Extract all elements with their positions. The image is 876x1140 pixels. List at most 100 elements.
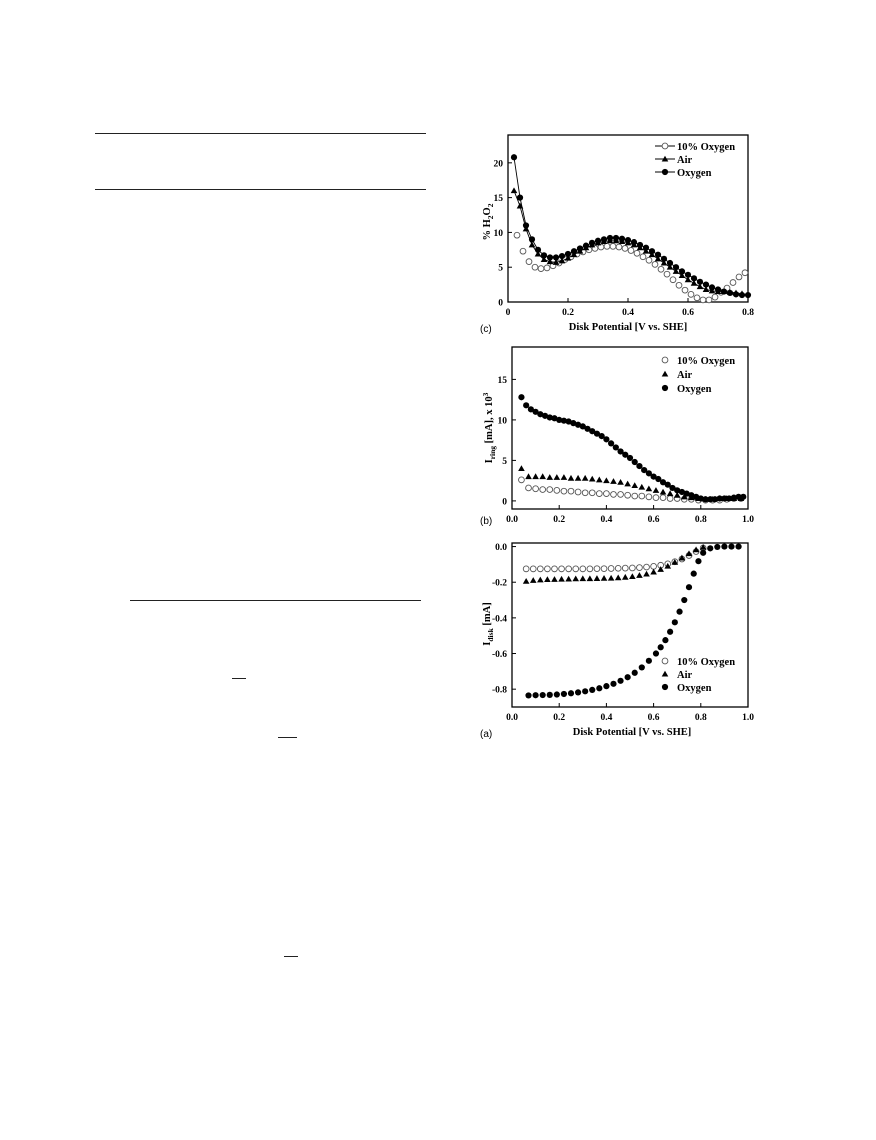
oxygen-point	[610, 680, 617, 687]
oxygen-point	[735, 543, 742, 550]
x-tick-label: 0.6	[648, 713, 660, 723]
oxygen-point	[622, 451, 629, 458]
x-tick-label: 0.2	[553, 515, 565, 525]
10-oxygen-point	[565, 565, 572, 573]
air-point	[684, 276, 692, 283]
10-oxygen-point	[525, 258, 533, 265]
oxygen-point	[582, 242, 590, 249]
air-point	[607, 574, 615, 581]
oxygen-point	[626, 454, 634, 462]
oxygen-point	[652, 650, 660, 657]
oxygen-point	[579, 423, 586, 430]
oxygen-point	[688, 492, 695, 499]
oxygen-point	[707, 545, 714, 552]
10-oxygen-point	[645, 493, 653, 501]
10-oxygen-point	[551, 565, 558, 573]
panel-label: (c)	[480, 324, 492, 335]
10-oxygen-point	[537, 265, 545, 272]
legend-oxygen-label: Oxygen	[677, 384, 712, 395]
oxygen-point	[714, 286, 722, 293]
series-layer	[510, 154, 752, 304]
y-tick-label: 15	[494, 194, 504, 204]
oxygen-point	[534, 246, 542, 253]
oxygen-point	[645, 470, 652, 477]
oxygen-point	[678, 488, 686, 496]
air-point	[537, 576, 544, 583]
oxygen-point	[576, 245, 584, 252]
10-oxygen-point	[621, 564, 629, 572]
legend-oxygen-marker	[661, 384, 669, 392]
oxygen-point	[589, 686, 596, 693]
series-layer	[518, 394, 747, 504]
oxygen-point	[685, 584, 693, 591]
oxygen-point	[618, 235, 626, 242]
oxygen-point	[518, 394, 525, 401]
10-oxygen-point	[693, 294, 701, 302]
oxygen-point	[636, 241, 644, 249]
oxygen-point	[552, 254, 560, 261]
10-oxygen-point	[636, 564, 643, 571]
y-axis-ticks: 0 5 10 15	[498, 376, 516, 507]
air-point	[525, 473, 532, 480]
air-point	[645, 485, 653, 492]
10-oxygen-point	[572, 565, 580, 573]
oxygen-point	[676, 608, 683, 615]
10-oxygen-point	[519, 247, 527, 255]
oxygen-point	[606, 234, 614, 242]
air-point	[660, 259, 668, 266]
legend-air-label: Air	[677, 670, 693, 681]
plot-frame	[507, 134, 749, 303]
air-point	[544, 576, 551, 583]
oxygen-point	[695, 558, 702, 565]
10-oxygen-point	[651, 261, 659, 268]
y-tick-label: -0.2	[492, 579, 507, 589]
10-oxygen-point	[633, 249, 641, 257]
legend-air-marker	[661, 670, 669, 677]
oxygen-point	[532, 408, 539, 415]
oxygen-point	[711, 496, 719, 503]
air-point	[579, 575, 587, 582]
oxygen-point	[516, 194, 524, 201]
air-point	[532, 473, 539, 480]
oxygen-point	[603, 683, 610, 690]
10-oxygen-point	[624, 491, 631, 499]
10-oxygen-point	[652, 494, 660, 502]
air-point	[552, 259, 560, 265]
oxygen-point	[603, 436, 610, 443]
oxygen-point	[541, 412, 549, 419]
oxygen-point	[546, 691, 553, 698]
oxygen-point	[678, 268, 686, 275]
legend-air-label: Air	[677, 155, 693, 166]
10-oxygen-point	[546, 486, 554, 493]
10-oxygen-point	[574, 488, 582, 496]
10-oxygen-point	[593, 565, 601, 573]
oxygen-point	[674, 487, 681, 494]
10-oxygen-point	[639, 253, 647, 261]
table-top-rule	[95, 133, 426, 134]
y-tick-label: -0.6	[492, 650, 507, 660]
oxygen-point	[537, 411, 544, 418]
10-oxygen-point	[609, 242, 617, 250]
x-tick-label: 1.0	[742, 713, 754, 723]
air-point	[650, 568, 657, 575]
oxygen-point	[702, 281, 710, 288]
air-point	[574, 474, 582, 481]
10-oxygen-point	[522, 565, 530, 573]
y-axis-ticks: 0 5 10 15 20	[494, 159, 512, 309]
oxygen-point	[527, 406, 534, 413]
x-tick-label: 1.0	[742, 515, 754, 525]
oxygen-point	[721, 543, 728, 550]
legend-10-oxygen-marker	[661, 142, 669, 150]
air-point	[636, 572, 643, 578]
10-oxygen-point	[617, 491, 624, 498]
air-point	[664, 562, 672, 569]
fraction-bar	[284, 956, 298, 957]
10-oxygen-point	[610, 491, 617, 498]
air-point	[551, 576, 558, 582]
legend-10-oxygen-marker	[661, 657, 669, 665]
10-oxygen-point	[586, 565, 594, 573]
oxygen-point	[690, 570, 697, 577]
y-tick-label: 0	[502, 497, 507, 507]
10-oxygen-point	[553, 487, 561, 494]
plot-frame	[511, 346, 749, 510]
